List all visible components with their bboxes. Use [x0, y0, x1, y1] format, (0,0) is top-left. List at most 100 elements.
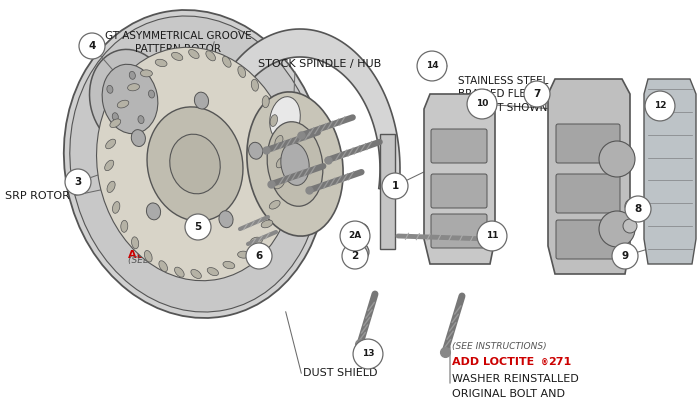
Text: 11: 11 — [486, 231, 498, 240]
Circle shape — [599, 211, 635, 247]
Ellipse shape — [113, 202, 120, 213]
Ellipse shape — [262, 96, 270, 108]
Ellipse shape — [132, 237, 139, 249]
Ellipse shape — [144, 250, 152, 262]
Ellipse shape — [223, 57, 231, 67]
Polygon shape — [424, 94, 495, 264]
Ellipse shape — [106, 139, 116, 149]
Text: 3: 3 — [74, 177, 82, 187]
Circle shape — [612, 243, 638, 269]
Circle shape — [477, 221, 507, 251]
Ellipse shape — [270, 115, 277, 126]
Ellipse shape — [248, 142, 262, 159]
Ellipse shape — [141, 70, 153, 77]
Ellipse shape — [159, 261, 167, 271]
Circle shape — [417, 51, 447, 81]
Text: 13: 13 — [362, 349, 375, 358]
Ellipse shape — [127, 84, 139, 91]
Text: DUST SHIELD: DUST SHIELD — [303, 368, 377, 378]
Ellipse shape — [261, 220, 273, 228]
Circle shape — [524, 81, 550, 107]
Text: 12: 12 — [654, 101, 666, 111]
Text: 7: 7 — [533, 89, 540, 99]
Circle shape — [79, 33, 105, 59]
Ellipse shape — [146, 203, 160, 220]
Text: WASHER REINSTALLED: WASHER REINSTALLED — [452, 374, 579, 384]
Ellipse shape — [148, 90, 155, 98]
Polygon shape — [380, 134, 395, 249]
Text: ®: ® — [541, 359, 549, 368]
Circle shape — [623, 219, 637, 233]
Ellipse shape — [105, 160, 113, 171]
Circle shape — [645, 91, 675, 121]
Ellipse shape — [170, 134, 220, 194]
Circle shape — [625, 196, 651, 222]
Ellipse shape — [90, 49, 171, 149]
Ellipse shape — [267, 122, 323, 206]
Circle shape — [185, 214, 211, 240]
Text: ADD LOCTITE: ADD LOCTITE — [128, 250, 210, 260]
Ellipse shape — [112, 113, 118, 121]
Circle shape — [356, 248, 364, 256]
Ellipse shape — [270, 200, 280, 209]
FancyBboxPatch shape — [556, 124, 620, 163]
Ellipse shape — [147, 107, 243, 221]
Ellipse shape — [132, 130, 146, 147]
Polygon shape — [644, 79, 696, 264]
Text: 2A: 2A — [349, 231, 362, 240]
Circle shape — [382, 173, 408, 199]
Text: STOCK SPINDLE / HUB: STOCK SPINDLE / HUB — [258, 59, 382, 69]
Circle shape — [356, 228, 364, 236]
Polygon shape — [548, 79, 630, 274]
Ellipse shape — [172, 53, 183, 61]
Text: ®: ® — [218, 253, 225, 262]
Ellipse shape — [206, 51, 216, 61]
Text: STAINLESS STEEL
BRAIDED FLEXLINE HOSE
KIT (NOT SHOWN): STAINLESS STEEL BRAIDED FLEXLINE HOSE KI… — [458, 76, 589, 112]
Ellipse shape — [121, 220, 128, 232]
Ellipse shape — [155, 59, 167, 67]
FancyBboxPatch shape — [556, 174, 620, 213]
Ellipse shape — [97, 47, 293, 281]
Circle shape — [65, 169, 91, 195]
Ellipse shape — [130, 72, 135, 79]
Ellipse shape — [138, 116, 144, 124]
Ellipse shape — [107, 181, 115, 192]
FancyBboxPatch shape — [556, 220, 620, 259]
Circle shape — [340, 221, 370, 251]
Circle shape — [599, 141, 635, 177]
Ellipse shape — [195, 92, 209, 109]
Text: ORIGINAL BOLT AND: ORIGINAL BOLT AND — [452, 389, 565, 399]
Ellipse shape — [70, 16, 320, 312]
Ellipse shape — [223, 261, 235, 269]
Ellipse shape — [207, 267, 218, 276]
Ellipse shape — [281, 143, 309, 185]
Ellipse shape — [270, 97, 300, 141]
Ellipse shape — [64, 10, 326, 318]
Text: GT ASYMMETRICAL GROOVE
PATTERN ROTOR: GT ASYMMETRICAL GROOVE PATTERN ROTOR — [105, 31, 251, 54]
Ellipse shape — [251, 237, 262, 244]
Text: 1: 1 — [391, 181, 398, 191]
Ellipse shape — [247, 92, 343, 236]
Text: 271: 271 — [548, 357, 571, 367]
Ellipse shape — [107, 85, 113, 93]
Text: (SEE INSTRUCTIONS): (SEE INSTRUCTIONS) — [452, 342, 547, 351]
Ellipse shape — [191, 269, 202, 278]
Text: ADD LOCTITE: ADD LOCTITE — [452, 357, 534, 367]
Text: SRP ROTOR: SRP ROTOR — [5, 191, 70, 201]
Circle shape — [467, 89, 497, 119]
Text: (SEE INSTRUCTIONS): (SEE INSTRUCTIONS) — [128, 256, 223, 265]
Polygon shape — [209, 29, 400, 193]
Ellipse shape — [219, 211, 233, 227]
Circle shape — [353, 339, 383, 369]
Circle shape — [246, 243, 272, 269]
Ellipse shape — [237, 251, 250, 258]
Ellipse shape — [275, 135, 283, 147]
Text: 6: 6 — [256, 251, 262, 261]
Ellipse shape — [102, 64, 158, 134]
FancyBboxPatch shape — [431, 214, 487, 248]
Ellipse shape — [238, 66, 246, 78]
Circle shape — [351, 243, 369, 261]
Ellipse shape — [274, 179, 284, 189]
Ellipse shape — [276, 157, 286, 168]
Text: 14: 14 — [426, 61, 438, 71]
